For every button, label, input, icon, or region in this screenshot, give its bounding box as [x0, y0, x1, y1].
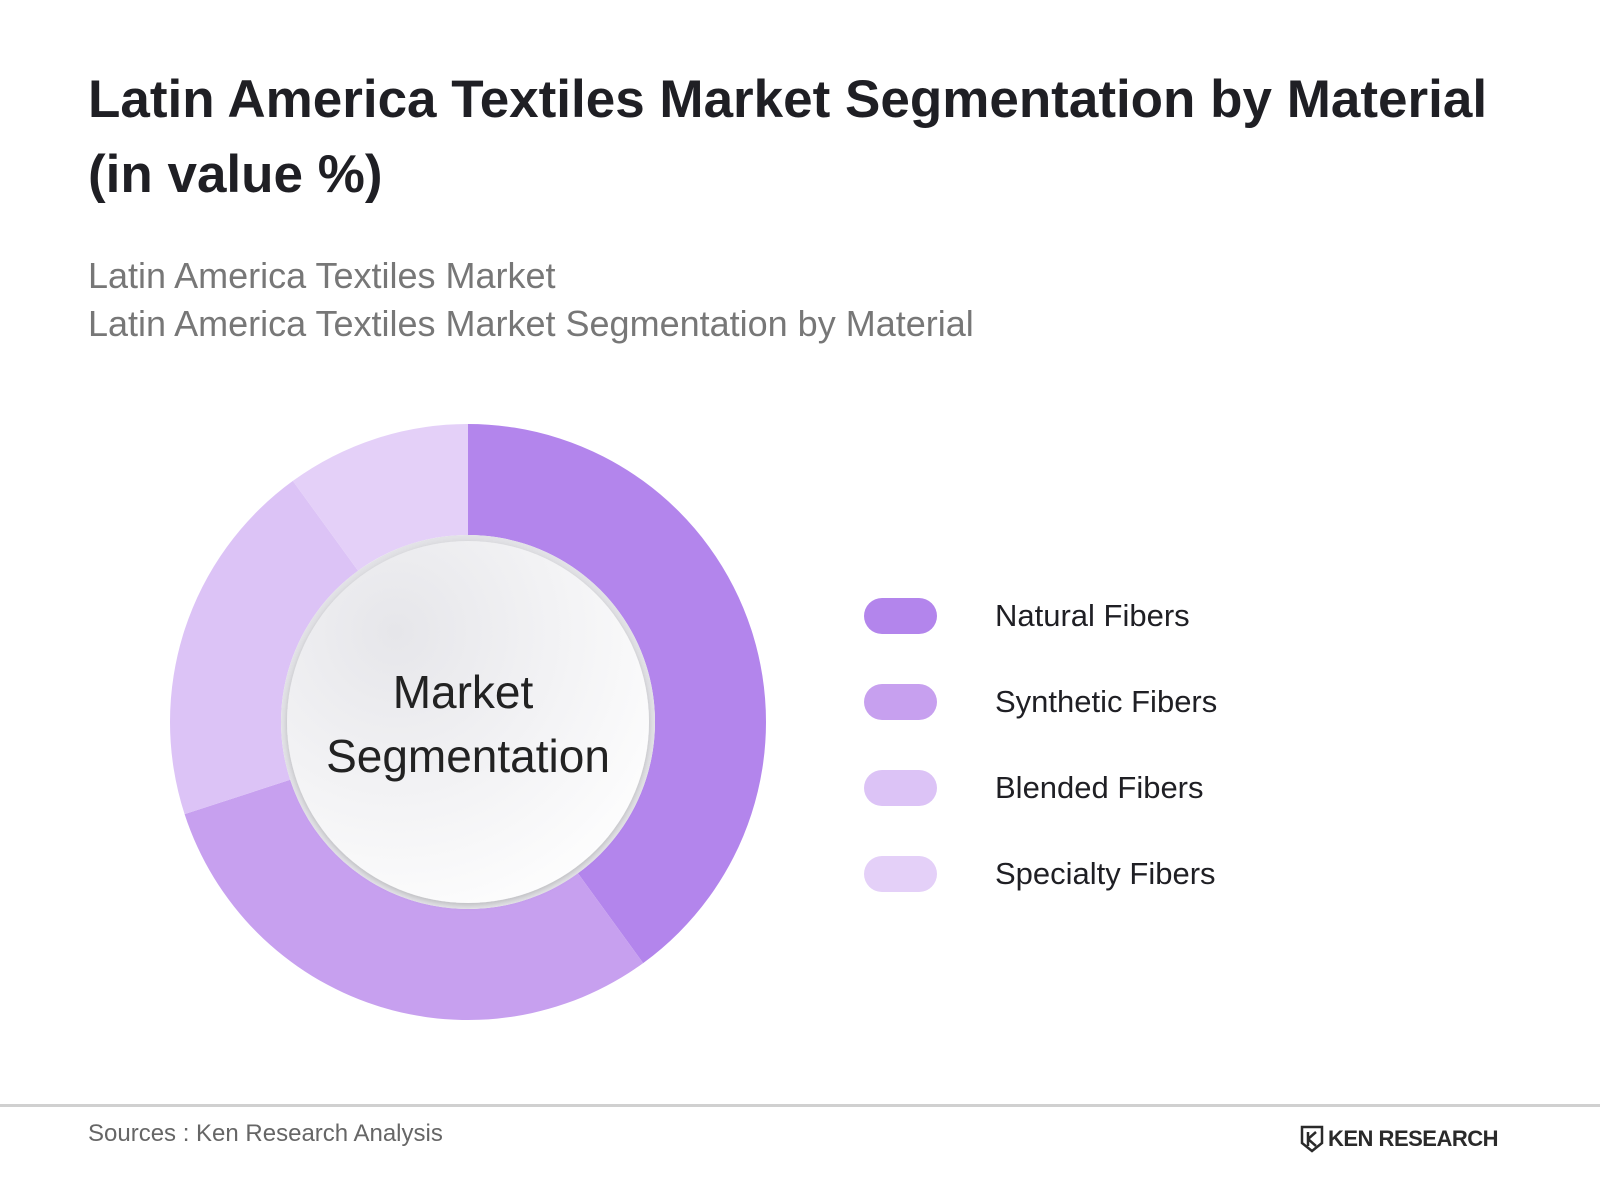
legend-swatch — [864, 770, 937, 806]
donut-slice-natural-fibers — [468, 424, 766, 964]
donut-slice-specialty-fibers — [292, 424, 468, 571]
legend-swatch — [864, 856, 937, 892]
legend-item-synthetic-fibers: Synthetic Fibers — [864, 684, 1464, 770]
legend-swatch — [864, 598, 937, 634]
chart-legend: Natural Fibers Synthetic Fibers Blended … — [864, 598, 1464, 942]
legend-label: Specialty Fibers — [995, 856, 1216, 891]
brand-logo: KEN RESEARCH — [1300, 1124, 1499, 1154]
donut-slice-synthetic-fibers — [184, 779, 644, 1020]
legend-item-blended-fibers: Blended Fibers — [864, 770, 1464, 856]
center-disc — [287, 541, 649, 903]
donut-slices — [170, 424, 766, 1020]
page-title: Latin America Textiles Market Segmentati… — [88, 70, 1488, 204]
legend-swatch — [864, 684, 937, 720]
legend-label: Blended Fibers — [995, 770, 1204, 805]
subtitle-line-1: Latin America Textiles Market — [88, 255, 556, 296]
footer-divider — [0, 1104, 1600, 1107]
donut-slice-blended-fibers — [170, 480, 359, 815]
donut-chart: Market Segmentation — [170, 424, 766, 1020]
legend-item-natural-fibers: Natural Fibers — [864, 598, 1464, 684]
subtitle: Latin America Textiles Market Latin Amer… — [88, 252, 1388, 348]
center-label-line-1: Market — [393, 666, 534, 718]
legend-label: Synthetic Fibers — [995, 684, 1218, 719]
logo-text: KEN RESEARCH — [1328, 1126, 1499, 1151]
legend-item-specialty-fibers: Specialty Fibers — [864, 856, 1464, 942]
center-label-line-2: Segmentation — [326, 730, 610, 782]
sources-note: Sources : Ken Research Analysis — [88, 1120, 443, 1147]
subtitle-line-2: Latin America Textiles Market Segmentati… — [88, 303, 974, 344]
ken-research-logo-icon — [1300, 1125, 1324, 1153]
legend-label: Natural Fibers — [995, 598, 1190, 633]
